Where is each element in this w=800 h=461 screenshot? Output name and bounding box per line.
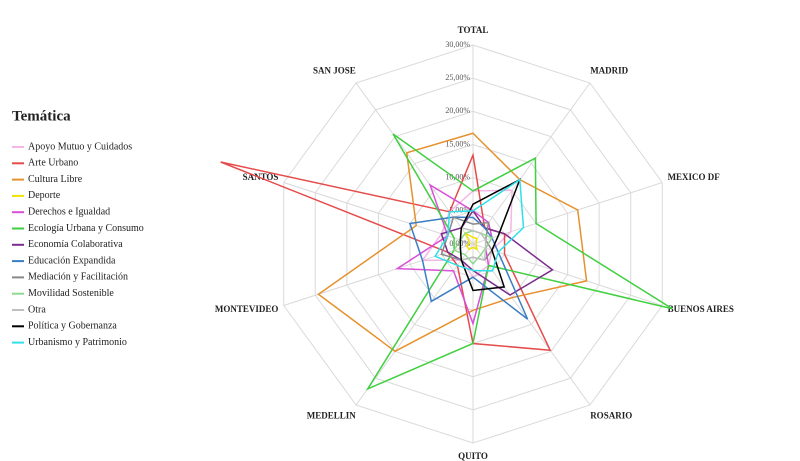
series-line	[365, 133, 673, 391]
legend-label: Apoyo Mutuo y Cuidados	[28, 141, 132, 152]
axis-label: MONTEVIDEO	[215, 304, 279, 314]
spoke	[472, 82, 591, 245]
axis-label: SAN JOSE	[313, 66, 356, 76]
axis-label: TOTAL	[458, 25, 489, 35]
axis-label: MADRID	[590, 66, 628, 76]
legend-label: Educación Expandida	[28, 255, 116, 266]
series-line	[317, 132, 588, 353]
legend-label: Economía Colaborativa	[28, 239, 123, 250]
legend-label: Otra	[28, 304, 46, 315]
y-tick-label: 20,00%	[445, 106, 470, 115]
y-tick-label: 15,00%	[445, 139, 470, 148]
legend-label: Urbanismo y Patrimonio	[28, 337, 127, 348]
y-tick-label: 5,00%	[449, 206, 470, 215]
legend-label: Ecología Urbana y Consumo	[28, 223, 144, 234]
legend-label: Cultura Libre	[28, 174, 83, 185]
axis-label: ROSARIO	[590, 410, 632, 420]
legend-label: Movilidad Sostenible	[28, 288, 114, 299]
legend-label: Derechos e Igualdad	[28, 206, 110, 217]
series-line	[434, 178, 525, 272]
axis-label: MEDELLIN	[307, 410, 357, 420]
legend-label: Deporte	[28, 190, 61, 201]
axis-label: BUENOS AIRES	[668, 304, 734, 314]
legend-label: Mediación y Facilitación	[28, 272, 128, 283]
series-line	[408, 216, 529, 320]
series-line	[463, 231, 478, 251]
series-line	[452, 229, 494, 266]
legend-title: Temática	[12, 108, 71, 124]
legend-label: Política y Gobernanza	[28, 321, 117, 332]
y-tick-label: 25,00%	[445, 73, 470, 82]
axis-label: MEXICO DF	[668, 172, 721, 182]
y-tick-label: 30,00%	[445, 40, 470, 49]
legend-label: Arte Urbano	[28, 158, 78, 169]
axis-label: QUITO	[458, 451, 488, 461]
series-line	[459, 178, 522, 292]
y-tick-label: 10,00%	[445, 172, 470, 181]
